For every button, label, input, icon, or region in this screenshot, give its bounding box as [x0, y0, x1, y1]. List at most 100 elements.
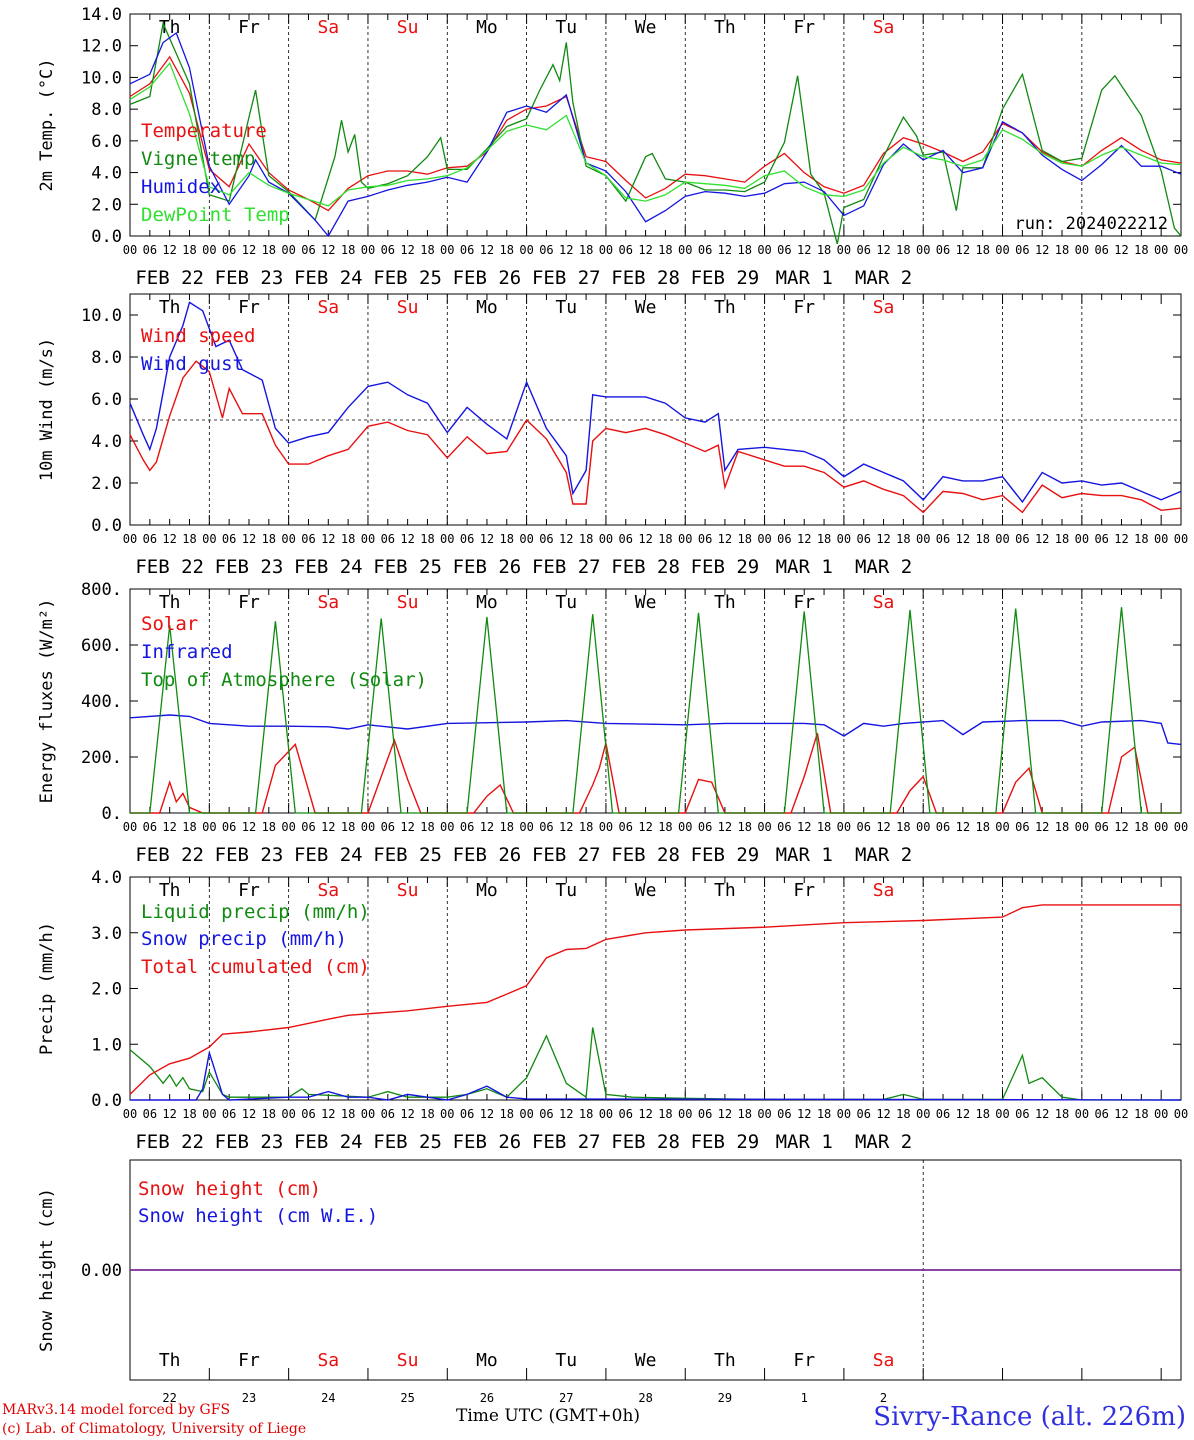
weekday-label: Fr	[793, 17, 815, 38]
series-line	[130, 732, 1181, 814]
y-tick-label: 3.0	[91, 924, 122, 944]
x-tick-label: 12	[797, 532, 811, 546]
x-tick-label: 06	[1094, 1107, 1108, 1121]
date-label: MAR 2	[855, 844, 912, 866]
y-tick-label: 4.0	[91, 164, 122, 184]
x-tick-label: 12	[162, 532, 176, 546]
x-tick-label: 00	[757, 820, 771, 834]
y-tick-label: 10.0	[81, 306, 122, 326]
x-tick-label: 12	[876, 1107, 890, 1121]
x-tick-label: 06	[936, 532, 950, 546]
x-tick-label: 00	[123, 243, 137, 257]
x-tick-label: 00	[757, 532, 771, 546]
x-tick-label: 06	[698, 1107, 712, 1121]
x-tick-label: 12	[718, 532, 732, 546]
x-tick-label: 12	[321, 532, 335, 546]
weekday-label: Fr	[238, 297, 260, 318]
x-tick-label: 18	[1134, 1107, 1148, 1121]
date-label: FEB 27	[532, 844, 601, 866]
x-tick-label: 12	[718, 1107, 732, 1121]
x-tick-label: 18	[975, 820, 989, 834]
x-axis-title: Time UTC (GMT+0h)	[456, 1406, 641, 1426]
day-number-label: 23	[242, 1391, 256, 1405]
x-tick-label: 00	[1075, 1107, 1089, 1121]
x-tick-label: 06	[698, 532, 712, 546]
legend-entry: DewPoint Temp	[141, 204, 290, 226]
x-tick-label: 06	[1015, 1107, 1029, 1121]
x-tick-label: 00	[916, 820, 930, 834]
x-tick-label: 12	[718, 820, 732, 834]
day-number-label: 26	[480, 1391, 494, 1405]
x-tick-label: 00	[916, 532, 930, 546]
date-label: FEB 26	[453, 267, 522, 289]
x-tick-label: 00	[678, 1107, 692, 1121]
x-tick-label: 18	[341, 243, 355, 257]
date-label: MAR 1	[776, 556, 833, 578]
date-label: FEB 27	[532, 1131, 601, 1153]
legend-entry: Solar	[141, 613, 198, 635]
x-tick-label: 18	[817, 532, 831, 546]
x-tick-label: 18	[1055, 1107, 1069, 1121]
x-tick-label: 06	[381, 532, 395, 546]
weekday-label: Tu	[555, 297, 577, 318]
x-tick-label: 00	[361, 532, 375, 546]
weekday-label: Sa	[317, 880, 339, 901]
x-tick-label: 12	[242, 820, 256, 834]
x-tick-label: 12	[480, 243, 494, 257]
x-tick-label: 06	[143, 820, 157, 834]
x-tick-label: 12	[956, 532, 970, 546]
x-tick-label: 12	[956, 243, 970, 257]
day-number-label: 1	[801, 1391, 808, 1405]
x-tick-label: 06	[1094, 243, 1108, 257]
x-tick-label: 18	[262, 1107, 276, 1121]
x-tick-label: 18	[817, 1107, 831, 1121]
legend-entry: Snow height (cm)	[138, 1178, 321, 1200]
x-tick-label: 18	[896, 820, 910, 834]
x-tick-label: 12	[400, 243, 414, 257]
x-tick-label: 00	[678, 532, 692, 546]
x-tick-label: 06	[856, 820, 870, 834]
date-label: FEB 28	[611, 844, 680, 866]
series-line	[129, 1027, 1181, 1101]
x-tick-label: 06	[301, 820, 315, 834]
x-tick-label: 00	[361, 243, 375, 257]
run-label: run: 2024022212	[1014, 214, 1168, 234]
x-tick-label: 12	[1035, 1107, 1049, 1121]
weekday-label: Tu	[555, 592, 577, 613]
series-line	[130, 1052, 1182, 1101]
lab-credit: (c) Lab. of Climatology, University of L…	[2, 1421, 307, 1437]
weekday-label: Fr	[793, 592, 815, 613]
x-tick-label: 00	[1154, 820, 1168, 834]
x-tick-label: 18	[500, 532, 514, 546]
x-tick-label: 18	[579, 1107, 593, 1121]
x-tick-label: 00	[202, 243, 216, 257]
x-tick-label: 06	[460, 820, 474, 834]
weekday-label: Th	[159, 17, 181, 38]
x-tick-label: 06	[936, 243, 950, 257]
weekday-label: Th	[714, 592, 736, 613]
day-number-label: 22	[162, 1391, 176, 1405]
x-tick-label: 00	[678, 820, 692, 834]
date-label: FEB 22	[135, 844, 204, 866]
x-tick-label: 12	[321, 1107, 335, 1121]
x-tick-label: 18	[896, 532, 910, 546]
x-tick-label: 06	[539, 1107, 553, 1121]
x-tick-label: 00	[757, 1107, 771, 1121]
date-label: FEB 28	[611, 267, 680, 289]
x-tick-label: 18	[182, 243, 196, 257]
date-label: FEB 27	[532, 556, 601, 578]
date-label: FEB 23	[215, 844, 284, 866]
date-label: FEB 29	[691, 556, 760, 578]
x-tick-label: 00	[1075, 532, 1089, 546]
x-tick-label: 00	[202, 532, 216, 546]
date-label: FEB 23	[215, 556, 284, 578]
x-tick-label: 00	[440, 243, 454, 257]
y-tick-label: 8.0	[91, 100, 122, 120]
weekday-label: Th	[159, 297, 181, 318]
x-tick-label: 18	[182, 820, 196, 834]
x-tick-label: 00	[757, 243, 771, 257]
y-tick-label: 0.0	[91, 1091, 122, 1111]
x-tick-label: 12	[321, 820, 335, 834]
date-label: FEB 25	[373, 556, 442, 578]
x-tick-label: 00	[202, 1107, 216, 1121]
